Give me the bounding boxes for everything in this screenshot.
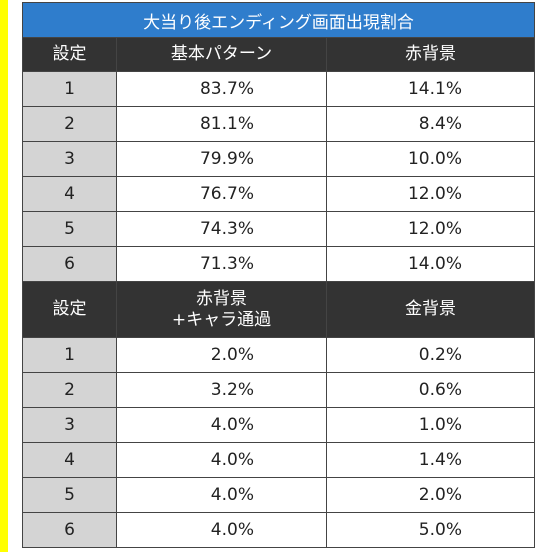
data-row: 1 2.0% 0.2%: [22, 337, 535, 373]
rate-cell: 14.0%: [326, 246, 535, 282]
setting-cell: 3: [22, 407, 117, 443]
setting-cell: 3: [22, 141, 117, 177]
rate-cell: 4.0%: [116, 477, 327, 513]
rate-cell: 1.4%: [326, 442, 535, 478]
setting-cell: 2: [22, 106, 117, 142]
setting-cell: 1: [22, 71, 117, 107]
rate-cell: 0.6%: [326, 372, 535, 408]
setting-cell: 5: [22, 477, 117, 513]
header-cell: 赤背景 +キャラ通過: [116, 281, 327, 338]
rate-cell: 4.0%: [116, 442, 327, 478]
data-row: 3 4.0% 1.0%: [22, 407, 535, 443]
header-cell: 赤背景: [326, 37, 535, 72]
header-cell: 設定: [22, 281, 117, 338]
setting-cell: 6: [22, 246, 117, 282]
header-cell: 設定: [22, 37, 117, 72]
title-row: 大当り後エンディング画面出現割合: [22, 2, 535, 38]
rate-cell: 4.0%: [116, 512, 327, 548]
rate-cell: 79.9%: [116, 141, 327, 177]
rate-cell: 14.1%: [326, 71, 535, 107]
table-title: 大当り後エンディング画面出現割合: [22, 2, 535, 38]
table-body: 大当り後エンディング画面出現割合 設定 基本パターン 赤背景 1 83.7% 14.1% 2…: [22, 2, 535, 548]
rate-cell: 0.2%: [326, 337, 535, 373]
header-cell: 金背景: [326, 281, 535, 338]
setting-cell: 4: [22, 176, 117, 212]
setting-cell: 2: [22, 372, 117, 408]
header-cell: 基本パターン: [116, 37, 327, 72]
data-row: 5 74.3% 12.0%: [22, 211, 535, 247]
data-row: 4 76.7% 12.0%: [22, 176, 535, 212]
data-row: 6 71.3% 14.0%: [22, 246, 535, 282]
rate-cell: 2.0%: [116, 337, 327, 373]
data-row: 2 81.1% 8.4%: [22, 106, 535, 142]
rate-cell: 74.3%: [116, 211, 327, 247]
rate-cell: 71.3%: [116, 246, 327, 282]
side-strip: [0, 0, 8, 552]
setting-cell: 4: [22, 442, 117, 478]
rate-cell: 12.0%: [326, 176, 535, 212]
rate-cell: 3.2%: [116, 372, 327, 408]
data-row: 1 83.7% 14.1%: [22, 71, 535, 107]
rate-cell: 10.0%: [326, 141, 535, 177]
rate-cell: 1.0%: [326, 407, 535, 443]
rate-cell: 76.7%: [116, 176, 327, 212]
rate-cell: 12.0%: [326, 211, 535, 247]
rate-cell: 8.4%: [326, 106, 535, 142]
data-row: 2 3.2% 0.6%: [22, 372, 535, 408]
header-row: 設定 赤背景 +キャラ通過 金背景: [22, 281, 535, 338]
data-row: 5 4.0% 2.0%: [22, 477, 535, 513]
rate-cell: 83.7%: [116, 71, 327, 107]
rate-cell: 81.1%: [116, 106, 327, 142]
data-row: 3 79.9% 10.0%: [22, 141, 535, 177]
rate-cell: 5.0%: [326, 512, 535, 548]
header-row: 設定 基本パターン 赤背景: [22, 37, 535, 72]
rate-table: 大当り後エンディング画面出現割合 設定 基本パターン 赤背景 1 83.7% 14.1% 2…: [22, 2, 535, 548]
setting-cell: 5: [22, 211, 117, 247]
setting-cell: 1: [22, 337, 117, 373]
rate-cell: 4.0%: [116, 407, 327, 443]
setting-cell: 6: [22, 512, 117, 548]
data-row: 4 4.0% 1.4%: [22, 442, 535, 478]
rate-cell: 2.0%: [326, 477, 535, 513]
data-row: 6 4.0% 5.0%: [22, 512, 535, 548]
